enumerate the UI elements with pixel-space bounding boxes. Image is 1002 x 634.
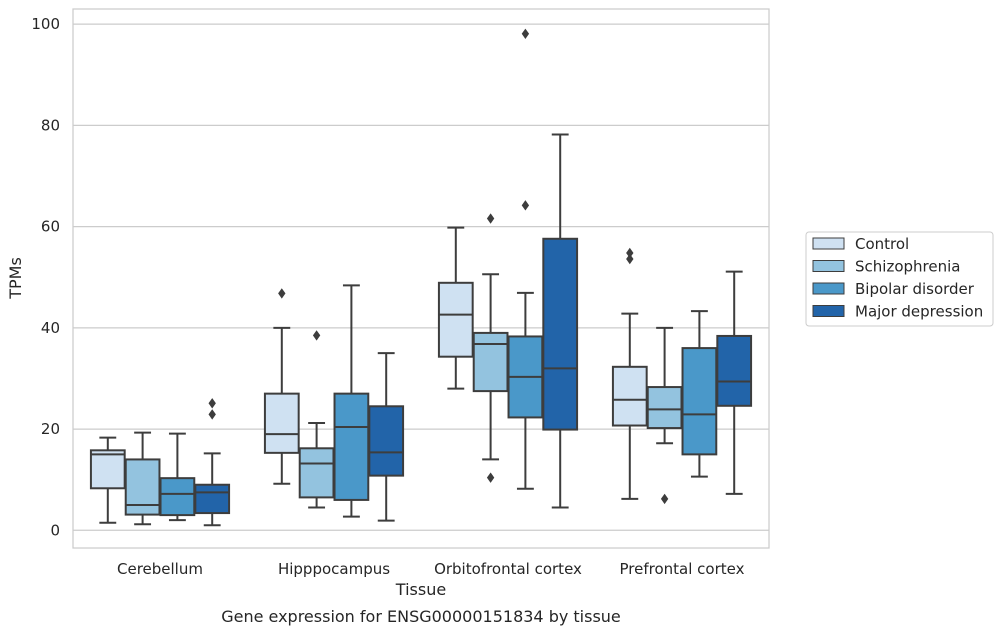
outlier-point: [312, 330, 321, 341]
box-bipolar-disorder: [681, 310, 718, 478]
x-tick-labels: Cerebellum Hipppocampus Orbitofrontal cort…: [117, 560, 745, 578]
y-tick-label: 0: [50, 521, 60, 539]
legend-frame: [805, 231, 994, 327]
iqr-box: [89, 449, 126, 490]
iqr-box: [716, 334, 753, 407]
box-control: [611, 247, 648, 500]
x-tick-label: Cerebellum: [117, 560, 203, 578]
box-major-depression: [368, 352, 405, 522]
iqr-box: [681, 347, 718, 456]
box-schizophrenia: [472, 213, 509, 483]
legend-label: Bipolar disorder: [855, 280, 975, 298]
y-tick-label: 60: [41, 218, 60, 236]
box-schizophrenia: [646, 326, 683, 505]
iqr-box: [646, 386, 683, 430]
legend: Control Schizophrenia Bipolar disorder Majo…: [805, 231, 994, 327]
legend-swatch: [812, 305, 845, 317]
box-bipolar-disorder: [507, 28, 544, 490]
y-tick-label: 40: [41, 319, 60, 337]
iqr-box: [437, 281, 474, 358]
y-axis-title: TPMs: [6, 257, 25, 300]
outlier-point: [626, 247, 634, 259]
iqr-box: [298, 447, 335, 499]
y-tick-label: 80: [41, 116, 60, 134]
iqr-box: [542, 237, 579, 431]
box-major-depression: [542, 133, 579, 509]
iqr-box: [124, 458, 161, 516]
outlier-point: [208, 398, 216, 409]
box-bipolar-disorder: [333, 284, 370, 518]
iqr-box: [368, 405, 405, 477]
outlier-point: [626, 253, 634, 265]
legend-label: Major depression: [855, 303, 983, 321]
plot-area-frame: [72, 8, 770, 549]
figure-caption: Gene expression for ENSG00000151834 by t…: [221, 607, 621, 626]
x-axis-title: Tissue: [395, 580, 446, 599]
iqr-box: [194, 483, 231, 515]
box-major-depression: [716, 270, 753, 495]
x-tick-label: Orbitofrontal cortex: [434, 560, 582, 578]
box-schizophrenia: [124, 431, 161, 526]
legend-swatch: [812, 237, 845, 250]
box-groups: [89, 28, 753, 527]
legend-swatch: [812, 282, 845, 295]
y-tick-labels: 0 20 40 60 80 100: [31, 15, 60, 539]
iqr-box: [611, 365, 648, 427]
y-tick-label: 20: [41, 420, 60, 438]
outlier-point: [521, 200, 530, 211]
iqr-box: [333, 392, 370, 501]
outlier-point: [278, 288, 286, 299]
grid-lines: [73, 23, 769, 531]
box-control: [437, 226, 474, 390]
box-control: [89, 436, 126, 524]
outlier-point: [208, 409, 216, 420]
iqr-box: [263, 392, 300, 454]
x-tick-label: Hipppocampus: [278, 560, 390, 578]
legend-swatch: [812, 260, 845, 272]
outlier-point: [521, 28, 530, 39]
legend-label: Control: [855, 235, 909, 253]
box-major-depression: [194, 398, 231, 527]
x-tick-label: Prefrontal cortex: [620, 560, 745, 578]
outlier-point: [486, 213, 495, 224]
box-control: [263, 288, 300, 485]
box-bipolar-disorder: [159, 432, 196, 522]
outlier-point: [660, 493, 669, 505]
legend-label: Schizophrenia: [855, 258, 960, 276]
y-tick-label: 100: [31, 15, 60, 33]
iqr-box: [159, 477, 196, 517]
outlier-point: [486, 472, 495, 483]
box-schizophrenia: [298, 330, 335, 509]
iqr-box: [472, 331, 509, 393]
